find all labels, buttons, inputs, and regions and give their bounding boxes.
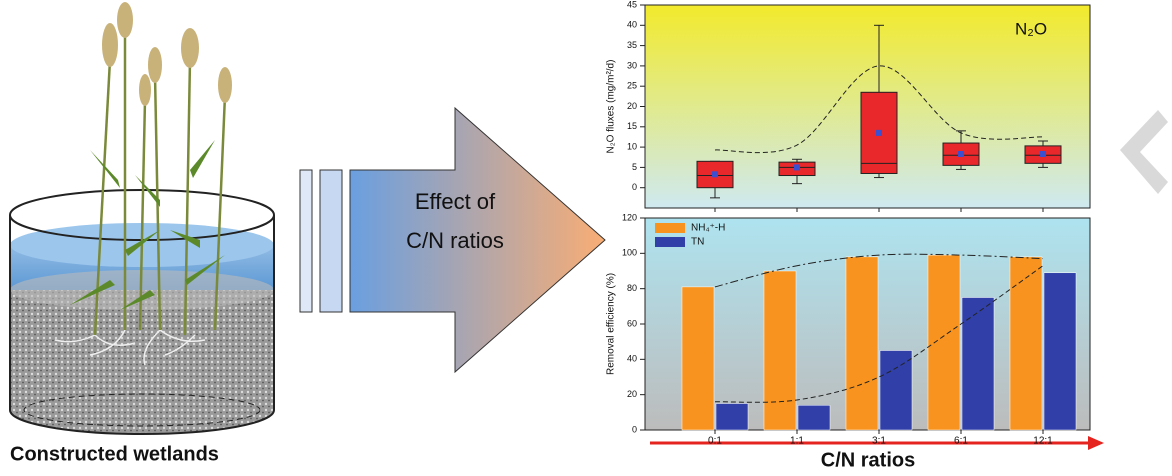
mean: [876, 130, 882, 136]
y-tick-label: 5: [632, 162, 637, 172]
legend-label: NH₄⁺-H: [691, 223, 725, 234]
graphical-abstract: Constructed wetlands Effect of C/N ratio…: [0, 0, 1172, 471]
y-tick-label: 60: [627, 318, 637, 328]
bar: [1010, 257, 1042, 430]
bar: [880, 351, 912, 431]
mean: [1040, 151, 1046, 157]
arrow-text: Effect of: [415, 189, 496, 214]
legend-label: TN: [691, 237, 704, 248]
bar: [764, 271, 796, 430]
x-arrow-head: [1088, 436, 1104, 450]
y-tick-label: 20: [627, 101, 637, 111]
bar: [928, 255, 960, 430]
x-tick-label: 0:1: [708, 436, 722, 447]
y-tick-label: 35: [627, 40, 637, 50]
x-tick-label: 6:1: [954, 436, 968, 447]
wetland-illustration: Constructed wetlands: [10, 2, 275, 465]
y-tick-label: 10: [627, 141, 637, 151]
x-tick-label: 3:1: [872, 436, 886, 447]
x-tick-label: 12:1: [1033, 436, 1053, 447]
effect-arrow: Effect of C/N ratios: [300, 108, 605, 372]
caption: Constructed wetlands: [10, 443, 219, 465]
bar: [716, 404, 748, 431]
decor-chevron: [1120, 110, 1168, 194]
y-tick-label: 0: [632, 182, 637, 192]
bar: [798, 405, 830, 430]
y-tick-label: 0: [632, 424, 637, 434]
legend-swatch: [655, 237, 685, 247]
annotation: N₂O: [1015, 19, 1047, 38]
y-tick-label: 30: [627, 60, 637, 70]
y-axis-title: Removal efficiency (%): [606, 273, 617, 375]
bar: [846, 257, 878, 430]
mean: [958, 151, 964, 157]
y-tick-label: 120: [622, 212, 637, 222]
y-tick-label: 40: [627, 354, 637, 364]
bar: [682, 287, 714, 430]
x-tick-label: 1:1: [790, 436, 804, 447]
x-axis-title: C/N ratios: [821, 449, 915, 471]
y-tick-label: 45: [627, 0, 637, 9]
y-tick-label: 100: [622, 248, 637, 258]
y-tick-label: 40: [627, 20, 637, 30]
mean: [794, 164, 800, 170]
y-tick-label: 80: [627, 283, 637, 293]
legend-swatch: [655, 223, 685, 233]
y-tick-label: 20: [627, 389, 637, 399]
bar: [1044, 273, 1076, 430]
arrow-text: C/N ratios: [406, 228, 504, 253]
y-tick-label: 15: [627, 121, 637, 131]
mean: [712, 171, 718, 177]
bar: [962, 298, 994, 431]
y-tick-label: 25: [627, 81, 637, 91]
y-axis-title: N₂O fluxes (mg/m²/d): [606, 60, 617, 154]
